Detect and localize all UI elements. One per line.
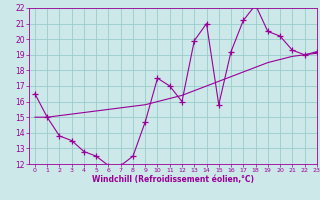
X-axis label: Windchill (Refroidissement éolien,°C): Windchill (Refroidissement éolien,°C) [92,175,254,184]
